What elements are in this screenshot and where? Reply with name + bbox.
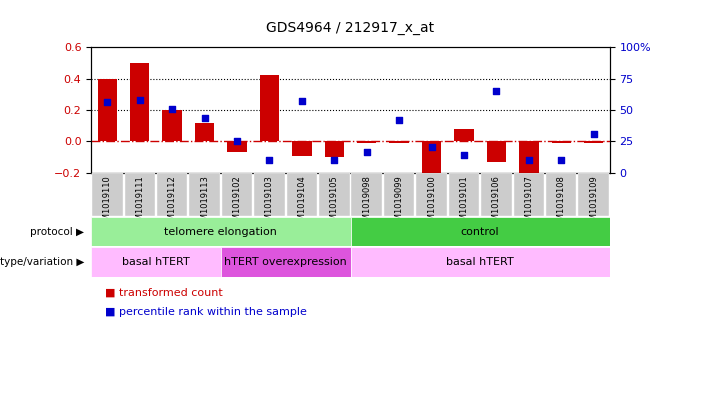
Bar [481,173,512,216]
Bar [351,173,382,216]
Bar [227,141,247,152]
Text: ■ transformed count: ■ transformed count [105,287,223,298]
Bar [260,75,279,141]
Bar [319,173,350,216]
Bar [189,173,220,216]
Text: GSM1019110: GSM1019110 [103,175,112,231]
Point [134,97,145,103]
Point [329,157,340,163]
Bar [350,217,610,246]
Text: basal hTERT: basal hTERT [447,257,514,267]
Text: GSM1019105: GSM1019105 [329,175,339,231]
Text: GSM1019111: GSM1019111 [135,175,144,231]
Bar [292,141,311,156]
Text: GSM1019113: GSM1019113 [200,175,209,231]
Point [393,117,404,123]
Point [556,157,567,163]
Text: ■ percentile rank within the sample: ■ percentile rank within the sample [105,307,307,317]
Bar [416,173,447,216]
Bar [422,141,442,173]
Point [361,149,372,155]
Bar [578,173,609,216]
Bar [195,123,215,141]
Bar [384,173,414,216]
Text: GDS4964 / 212917_x_at: GDS4964 / 212917_x_at [266,20,435,35]
Bar [254,173,285,216]
Point [199,114,210,121]
Bar [357,141,376,143]
Text: hTERT overexpression: hTERT overexpression [224,257,347,267]
Point [523,157,534,163]
Text: GSM1019109: GSM1019109 [589,175,598,231]
Point [426,143,437,150]
Bar [125,173,155,216]
Bar [130,63,149,141]
Point [102,99,113,106]
Text: GSM1019099: GSM1019099 [395,175,404,231]
Point [588,131,599,137]
Text: GSM1019112: GSM1019112 [168,175,177,231]
Bar [350,247,610,277]
Text: GSM1019106: GSM1019106 [492,175,501,231]
Text: GSM1019100: GSM1019100 [427,175,436,231]
Text: GSM1019101: GSM1019101 [459,175,468,231]
Bar [486,141,506,162]
Text: GSM1019107: GSM1019107 [524,175,533,231]
Text: genotype/variation ▶: genotype/variation ▶ [0,257,84,267]
Bar [546,173,576,216]
Bar [449,173,479,216]
Bar [325,141,344,157]
Bar [514,173,544,216]
Point [297,98,308,105]
Text: GSM1019102: GSM1019102 [233,175,242,231]
Bar [163,110,182,141]
Point [167,106,178,112]
Point [491,88,502,94]
Text: GSM1019108: GSM1019108 [557,175,566,231]
Text: telomere elongation: telomere elongation [164,227,278,237]
Bar [91,247,221,277]
Bar [584,141,604,143]
Bar [221,247,350,277]
Bar [552,141,571,143]
Text: basal hTERT: basal hTERT [122,257,190,267]
Text: GSM1019104: GSM1019104 [297,175,306,231]
Bar [91,217,350,246]
Point [458,152,470,158]
Bar [92,173,123,216]
Text: GSM1019103: GSM1019103 [265,175,274,231]
Point [264,157,275,163]
Text: control: control [461,227,500,237]
Bar [97,79,117,141]
Text: GSM1019098: GSM1019098 [362,175,372,231]
Text: protocol ▶: protocol ▶ [30,227,84,237]
Bar [287,173,317,216]
Bar [390,141,409,143]
Bar [519,141,538,173]
Bar [157,173,187,216]
Bar [454,129,474,141]
Point [231,138,243,145]
Bar [222,173,252,216]
